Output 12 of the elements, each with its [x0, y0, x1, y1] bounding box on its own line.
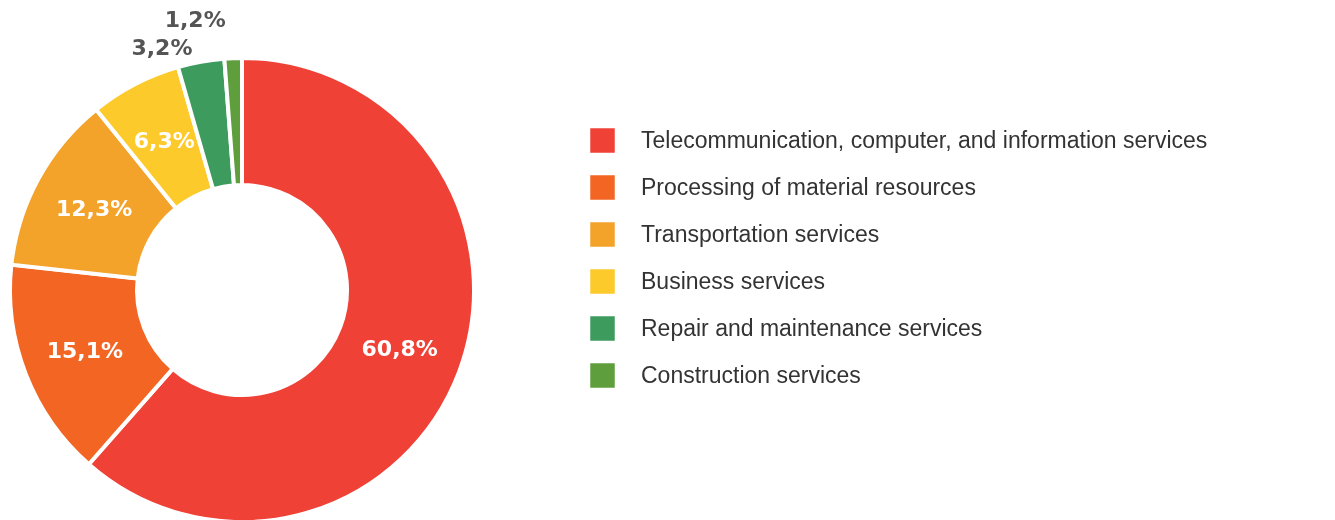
data-label: 6,3%: [133, 127, 195, 153]
legend-label: Telecommunication, computer, and information services: [641, 126, 1208, 153]
legend-label: Construction services: [641, 361, 861, 388]
legend-label: Transportation services: [641, 220, 880, 247]
data-label: 1,2%: [164, 7, 226, 33]
data-label: 60,8%: [361, 336, 438, 362]
legend-label: Business services: [641, 267, 826, 294]
legend-label: Processing of material resources: [641, 173, 976, 200]
data-label: 12,3%: [55, 196, 133, 222]
data-label: 3,2%: [131, 34, 193, 60]
data-label: 15,1%: [46, 337, 124, 363]
legend-label: Repair and maintenance services: [641, 314, 983, 341]
